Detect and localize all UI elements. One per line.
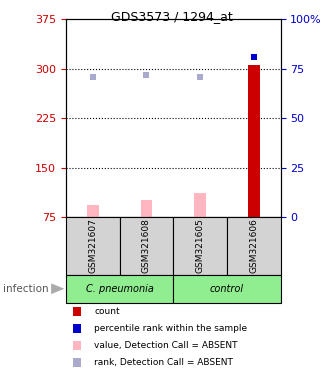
Text: count: count [94, 307, 120, 316]
Bar [87, 205, 99, 217]
Bar [248, 65, 260, 217]
Text: GSM321607: GSM321607 [88, 218, 97, 273]
Text: percentile rank within the sample: percentile rank within the sample [94, 324, 247, 333]
Text: GSM321606: GSM321606 [249, 218, 258, 273]
Bar [120, 217, 173, 275]
Text: control: control [210, 284, 244, 294]
Bar [141, 200, 152, 217]
Bar [194, 192, 206, 217]
Polygon shape [51, 283, 64, 294]
Text: rank, Detection Call = ABSENT: rank, Detection Call = ABSENT [94, 358, 233, 367]
Bar [66, 275, 173, 303]
Text: GSM321605: GSM321605 [196, 218, 205, 273]
Text: value, Detection Call = ABSENT: value, Detection Call = ABSENT [94, 341, 238, 350]
Text: C. pneumonia: C. pneumonia [86, 284, 153, 294]
Text: GSM321608: GSM321608 [142, 218, 151, 273]
Bar [173, 217, 227, 275]
Bar [173, 275, 280, 303]
Text: infection: infection [3, 284, 49, 294]
Bar [227, 217, 280, 275]
Text: GDS3573 / 1294_at: GDS3573 / 1294_at [111, 10, 232, 23]
Bar [66, 217, 120, 275]
